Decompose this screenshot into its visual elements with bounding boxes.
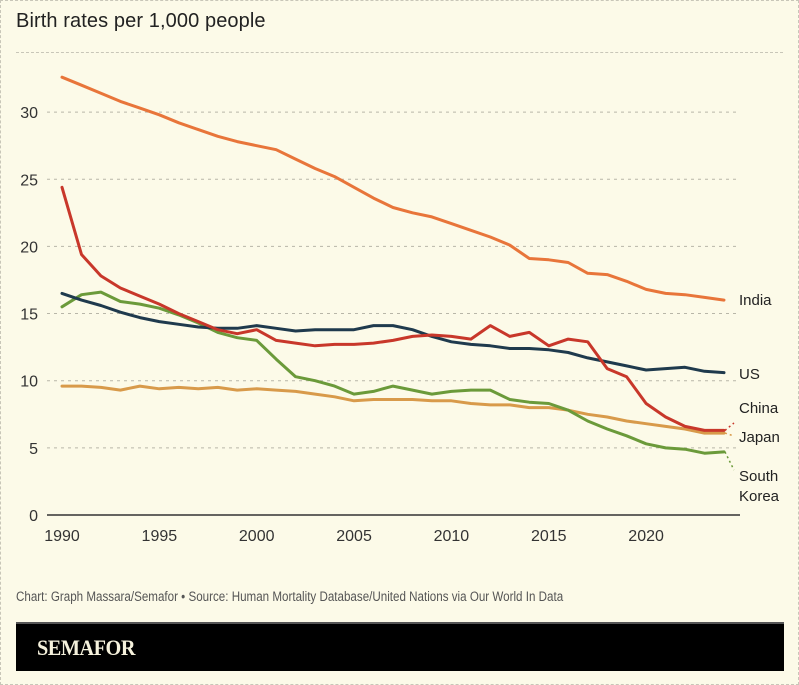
brand-bar: SEMAFOR: [16, 622, 784, 671]
y-tick-label: 30: [20, 105, 38, 122]
label-leader-china: [724, 422, 735, 431]
label-leader-south-korea: [724, 451, 735, 471]
y-axis-ticks: 0 5 10 15 20 25 30: [20, 105, 38, 525]
series-line-india: [60, 75, 726, 302]
x-tick-label: 2020: [628, 528, 664, 545]
series-lines: [60, 75, 726, 455]
source-credit: Chart: Graph Massara/Semafor • Source: H…: [16, 589, 564, 604]
x-tick-label: 1995: [142, 528, 178, 545]
y-tick-label: 20: [20, 239, 38, 256]
series-label-japan: Japan: [739, 429, 780, 446]
series-labels: India US China Japan South Korea: [724, 292, 780, 505]
series-label-india: India: [739, 292, 772, 309]
gridlines: [47, 111, 740, 516]
y-tick-label: 0: [29, 508, 38, 525]
series-line-japan: [60, 384, 726, 435]
y-tick-label: 5: [29, 441, 38, 458]
label-leader-japan: [724, 432, 735, 437]
y-tick-label: 10: [20, 374, 38, 391]
x-tick-label: 2015: [531, 528, 567, 545]
series-label-us: US: [739, 366, 760, 383]
title-divider: [16, 52, 783, 53]
x-tick-label: 2005: [336, 528, 372, 545]
x-axis-ticks: 1990 1995 2000 2005 2010 2015 2020: [44, 528, 664, 545]
semafor-logo: SEMAFOR: [37, 635, 135, 660]
y-tick-label: 15: [20, 307, 38, 324]
series-line-china: [60, 185, 726, 432]
line-chart: 0 5 10 15 20 25 30 1990 1995 2000 2005 2010 2015 202…: [20, 75, 780, 545]
x-tick-label: 2000: [239, 528, 275, 545]
series-line-us: [60, 291, 726, 375]
chart-title: Birth rates per 1,000 people: [16, 10, 266, 32]
x-tick-label: 1990: [44, 528, 80, 545]
x-tick-label: 2010: [434, 528, 470, 545]
series-label-south-korea: Korea: [739, 488, 780, 505]
series-label-china: China: [739, 400, 779, 417]
series-label-south-korea: South: [739, 468, 778, 485]
y-tick-label: 25: [20, 172, 38, 189]
series-line-south-korea: [60, 290, 726, 455]
